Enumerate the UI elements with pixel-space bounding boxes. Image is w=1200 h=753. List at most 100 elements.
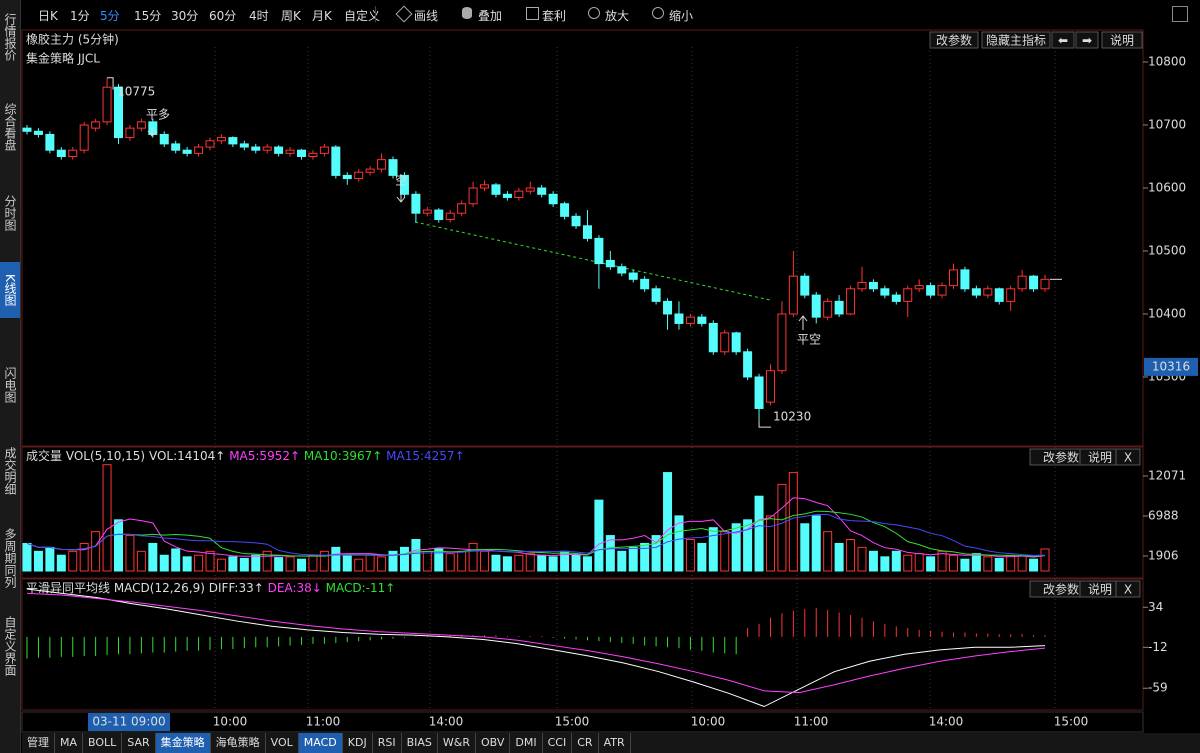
y-tick-label: 10700 — [1148, 118, 1186, 132]
indicator-tab[interactable]: 管理 — [22, 733, 55, 753]
window-button[interactable] — [1172, 6, 1188, 22]
candle-body — [182, 149, 192, 154]
button[interactable] — [1115, 448, 1141, 466]
candle-body — [582, 225, 592, 239]
volume-bar — [68, 550, 78, 572]
button[interactable] — [981, 31, 1051, 49]
tool-button[interactable]: 叠加 — [478, 9, 503, 23]
volume-bar — [22, 542, 32, 572]
candle-body — [537, 187, 547, 195]
indicator-tab[interactable]: 集金策略 — [155, 733, 211, 753]
indicator-tab[interactable]: OBV — [476, 733, 511, 753]
candle-body — [148, 121, 158, 135]
side-tab[interactable]: K线图 — [0, 262, 20, 318]
indicator-tab[interactable]: DMI — [510, 733, 543, 753]
period-button[interactable]: 自定义 — [344, 9, 381, 23]
candle-body — [754, 376, 764, 409]
signal-label: 空 — [395, 174, 407, 188]
volume-bar — [125, 535, 135, 572]
button-label: ➡ — [1082, 34, 1092, 48]
volume-bar — [685, 539, 695, 572]
candle-body — [434, 209, 444, 220]
candle-body — [68, 149, 78, 157]
indicator-tab[interactable]: KDJ — [343, 733, 373, 753]
side-tab[interactable]: 分时图 — [3, 195, 17, 231]
low-label: 10230 — [773, 410, 811, 424]
indicator-tab[interactable]: CR — [572, 733, 599, 753]
volume-bar — [846, 539, 856, 572]
indicator-tab[interactable]: BIAS — [402, 733, 438, 753]
period-button[interactable]: 月K — [312, 9, 332, 23]
volume-legend: 成交量 VOL(5,10,15) VOL:14104↑ MA5:5952↑ MA… — [26, 448, 465, 463]
last-price-box — [1144, 357, 1198, 376]
indicator-tab[interactable]: CCI — [543, 733, 573, 753]
indicator-tab[interactable]: VOL — [266, 733, 299, 753]
y-tick-label: 1906 — [1148, 549, 1179, 563]
volume-bar — [205, 550, 215, 572]
volume-bar — [159, 554, 169, 572]
button[interactable] — [929, 31, 979, 49]
period-button[interactable]: 60分 — [209, 9, 237, 23]
candle-body — [1006, 288, 1016, 302]
icon — [526, 7, 539, 20]
volume-bar — [148, 542, 158, 572]
signal-label: 平多 — [146, 108, 170, 122]
button[interactable] — [1115, 580, 1141, 598]
side-tab[interactable]: 自定义界面 — [3, 616, 17, 676]
indicator-tab[interactable]: RSI — [373, 733, 402, 753]
volume-bar — [457, 550, 467, 572]
period-button[interactable]: 日K — [38, 9, 58, 23]
candle-body — [720, 332, 730, 353]
legend-text: 成交量 VOL(5,10,15) — [26, 448, 145, 463]
volume-bar — [788, 472, 798, 572]
candle-body — [765, 370, 775, 403]
candle-body — [697, 316, 707, 324]
y-tick-label: 10800 — [1148, 55, 1186, 69]
candle-body — [857, 281, 867, 290]
button[interactable] — [1075, 31, 1099, 49]
period-button[interactable]: 30分 — [171, 9, 199, 23]
indicator-tab[interactable]: MACD — [298, 733, 343, 753]
tool-button[interactable]: 放大 — [605, 9, 630, 23]
volume-bar — [331, 546, 341, 572]
tool-button[interactable]: 缩小 — [669, 9, 694, 23]
candle-body — [377, 159, 387, 170]
candle-body — [743, 351, 753, 378]
side-tab[interactable]: 多周期同列 — [3, 528, 17, 588]
candle-body — [319, 146, 329, 154]
indicator-tab[interactable]: W&R — [438, 733, 476, 753]
button[interactable] — [1051, 31, 1075, 49]
volume-bar — [1040, 548, 1050, 572]
period-button[interactable]: 15分 — [134, 9, 162, 23]
candle-body — [457, 203, 467, 214]
volume-bar — [708, 527, 718, 572]
candle-body — [171, 143, 181, 151]
period-button[interactable]: 周K — [281, 9, 301, 23]
period-button[interactable]: 1分 — [70, 9, 90, 23]
indicator-tab[interactable]: 海龟策略 — [211, 733, 266, 753]
side-tab[interactable]: 成交明细 — [3, 447, 17, 495]
tool-button[interactable]: 画线 — [414, 9, 439, 23]
button-label: 说明 — [1110, 33, 1134, 48]
legend-text: MA5:5952↑ — [229, 449, 300, 463]
candle-body — [251, 146, 261, 151]
tool-button[interactable]: 套利 — [542, 9, 567, 23]
y-tick-label: 10400 — [1148, 306, 1186, 320]
side-tab[interactable]: 行情报价 — [3, 13, 17, 61]
side-tab[interactable]: 综合看盘 — [3, 103, 17, 151]
volume-ma-line — [26, 510, 1046, 557]
y-tick-label: -12 — [1148, 640, 1168, 654]
candle-body — [891, 294, 901, 302]
button[interactable] — [1101, 31, 1143, 49]
volume-bar — [319, 550, 329, 572]
signal-arrow — [396, 190, 406, 203]
indicator-tab[interactable]: SAR — [122, 733, 156, 753]
indicator-tab[interactable]: BOLL — [83, 733, 123, 753]
side-tab[interactable]: 闪电图 — [3, 367, 17, 403]
volume-bar — [640, 542, 650, 572]
legend-text: 平滑异同平均线 MACD(12,26,9) — [26, 581, 205, 595]
period-button[interactable]: 5分 — [100, 9, 120, 23]
indicator-tab[interactable]: ATR — [599, 733, 631, 753]
period-button[interactable]: 4时 — [249, 9, 269, 23]
indicator-tab[interactable]: MA — [55, 733, 84, 753]
